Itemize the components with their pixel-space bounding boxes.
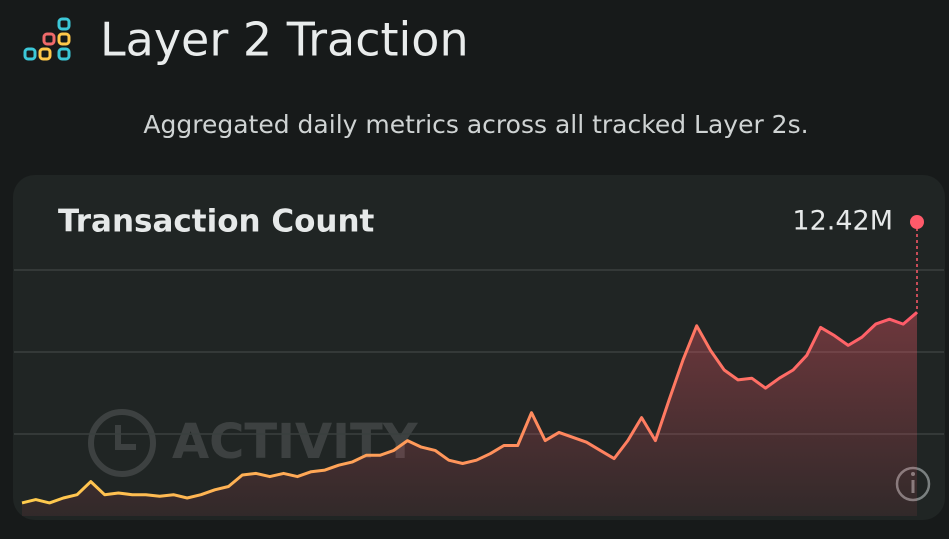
- value-label: 12.42M: [792, 206, 893, 237]
- watermark-hands: [115, 425, 136, 450]
- watermark-icon: [88, 409, 156, 477]
- page-subtitle: Aggregated daily metrics across all trac…: [143, 110, 808, 139]
- line: [21, 311, 918, 505]
- card-title: Transaction Count: [58, 204, 375, 240]
- value-dot: [910, 215, 924, 229]
- page-title: Layer 2 Traction: [100, 13, 469, 67]
- logo-icon: [23, 17, 71, 61]
- area-fill: [22, 312, 917, 516]
